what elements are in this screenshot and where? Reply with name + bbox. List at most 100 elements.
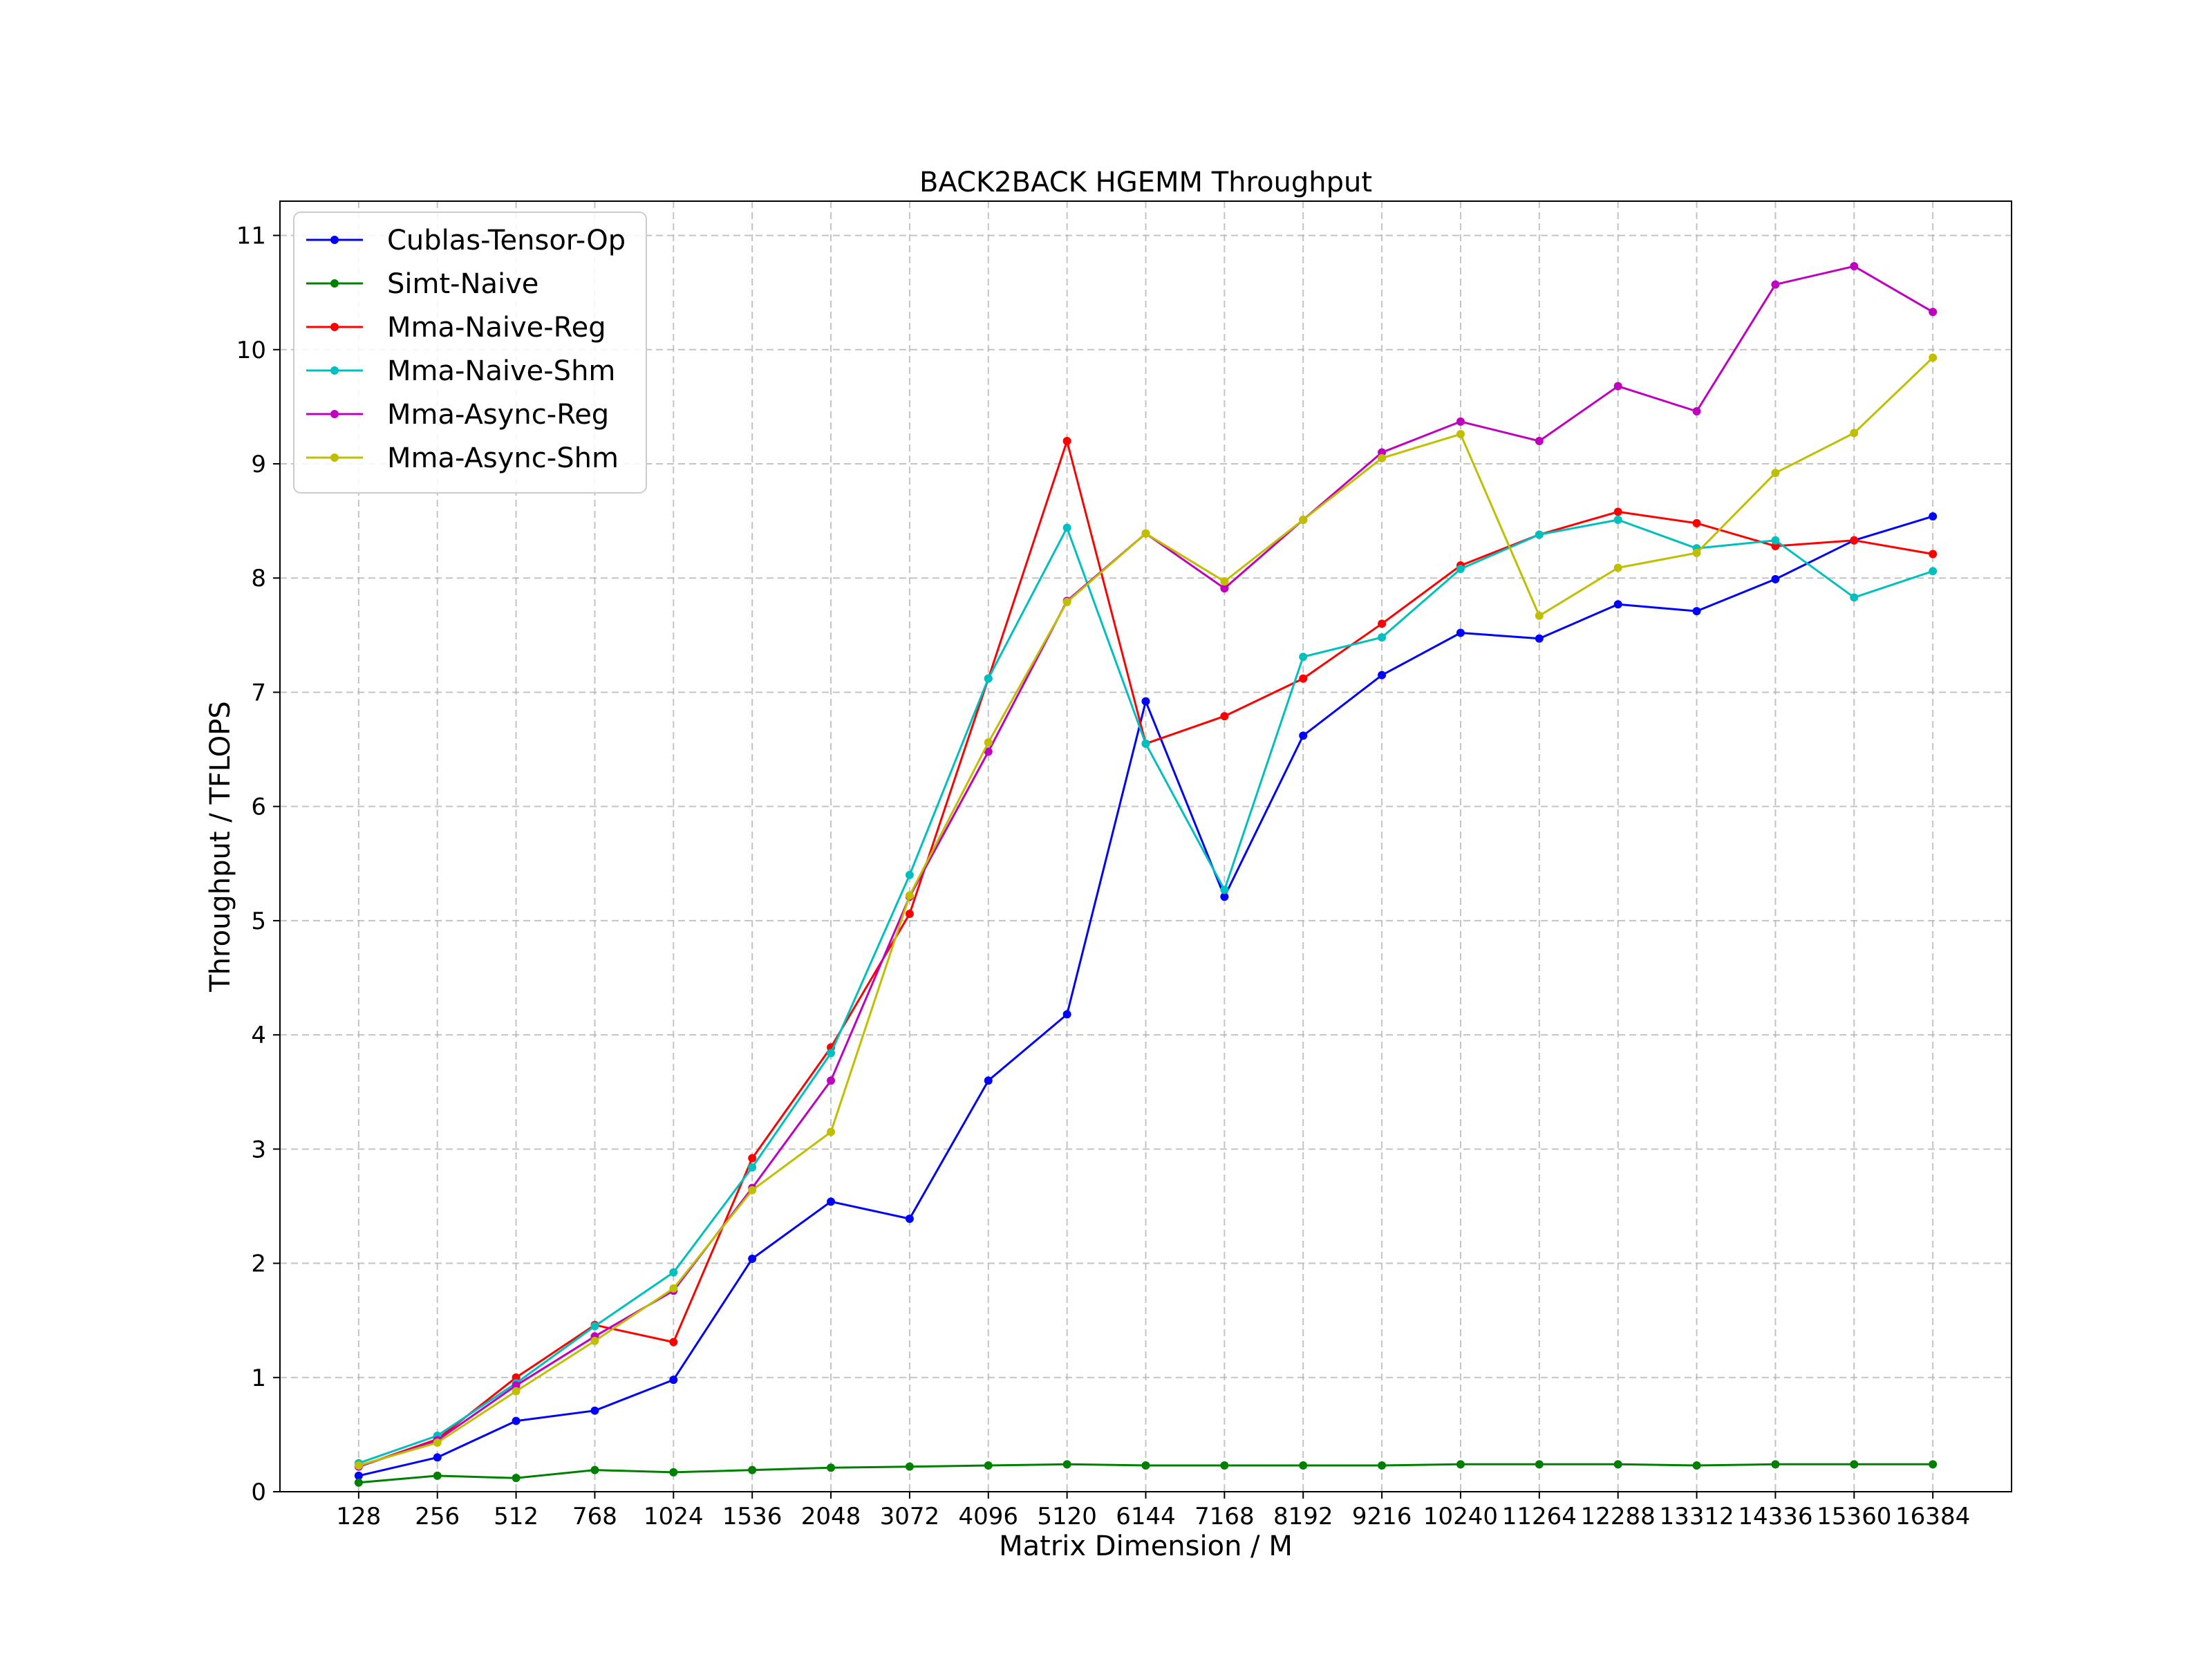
data-point — [1220, 1461, 1229, 1470]
legend-item: Simt-Naive — [306, 268, 538, 300]
x-tick-label: 4096 — [959, 1503, 1019, 1530]
data-point — [590, 1322, 599, 1331]
series-layer — [354, 262, 1938, 1487]
legend-label: Mma-Naive-Shm — [387, 355, 615, 387]
x-tick-label: 5120 — [1037, 1503, 1097, 1530]
data-point — [905, 891, 914, 900]
x-tick-label: 12288 — [1581, 1503, 1656, 1530]
data-point — [1220, 577, 1229, 586]
legend: Cublas-Tensor-Op Simt-Naive Mma-Naive-Reg M… — [293, 212, 647, 494]
legend-item: Cublas-Tensor-Op — [306, 225, 626, 256]
legend-label: Simt-Naive — [387, 268, 538, 300]
data-point — [1062, 597, 1071, 606]
data-point — [1771, 536, 1780, 545]
legend-swatch-marker — [330, 323, 339, 331]
x-tick-label: 1536 — [722, 1503, 782, 1530]
x-tick-label: 768 — [572, 1503, 617, 1530]
data-point — [1692, 518, 1701, 527]
chart-title: BACK2BACK HGEMM Throughput — [919, 167, 1372, 198]
x-tick-label: 16384 — [1895, 1503, 1970, 1530]
legend-swatch-marker — [330, 410, 339, 418]
y-tick-label: 2 — [251, 1250, 266, 1278]
data-point — [1535, 436, 1544, 445]
series-cublas-tensor-op — [354, 512, 1938, 1480]
legend-label: Mma-Naive-Reg — [387, 312, 606, 344]
data-point — [512, 1387, 521, 1396]
data-point — [1929, 353, 1938, 362]
axis-ticks: 128 256 512 768 1024 1536 2048 3072 4096 5120 6144… — [236, 223, 1970, 1530]
data-point — [748, 1185, 757, 1194]
x-tick-label: 6144 — [1116, 1503, 1176, 1530]
data-point — [748, 1254, 757, 1263]
data-point — [905, 1215, 914, 1224]
data-point — [1692, 407, 1701, 416]
data-point — [1062, 1460, 1071, 1469]
data-point — [433, 1471, 442, 1480]
data-point — [1535, 1460, 1544, 1469]
legend-item: Mma-Async-Reg — [306, 399, 609, 431]
data-point — [1456, 1460, 1465, 1469]
data-point — [984, 1076, 993, 1085]
data-point — [512, 1373, 521, 1382]
data-point — [1220, 584, 1229, 593]
data-point — [1929, 550, 1938, 559]
legend-item: Mma-Naive-Reg — [306, 312, 606, 344]
data-point — [1692, 607, 1701, 616]
data-point — [1141, 1461, 1150, 1470]
data-point — [669, 1338, 678, 1347]
data-point — [827, 1049, 836, 1058]
data-point — [1456, 430, 1465, 439]
data-point — [748, 1154, 757, 1163]
x-tick-label: 15360 — [1817, 1503, 1891, 1530]
data-point — [1141, 697, 1150, 706]
x-tick-label: 11264 — [1502, 1503, 1577, 1530]
data-point — [590, 1336, 599, 1345]
data-point — [1929, 567, 1938, 576]
data-point — [1771, 280, 1780, 289]
data-point — [354, 1478, 363, 1487]
data-point — [1378, 1461, 1387, 1470]
legend-swatch-marker — [330, 279, 339, 288]
data-point — [512, 1416, 521, 1425]
data-point — [1378, 671, 1387, 679]
data-point — [1141, 529, 1150, 538]
data-point — [1613, 600, 1622, 609]
legend-label: Mma-Async-Reg — [387, 399, 609, 431]
data-point — [1850, 429, 1859, 438]
x-tick-label: 14336 — [1738, 1503, 1812, 1530]
legend-swatch-marker — [330, 366, 339, 375]
data-point — [748, 1163, 757, 1172]
y-tick-label: 10 — [236, 337, 266, 364]
data-point — [1378, 633, 1387, 642]
x-tick-label: 3072 — [880, 1503, 940, 1530]
data-point — [590, 1465, 599, 1474]
data-point — [905, 1462, 914, 1471]
data-point — [1299, 515, 1308, 524]
data-point — [1771, 1460, 1780, 1469]
data-point — [1062, 1010, 1071, 1019]
data-point — [1613, 507, 1622, 516]
y-tick-label: 4 — [251, 1022, 266, 1049]
data-point — [433, 1453, 442, 1462]
x-tick-label: 7168 — [1194, 1503, 1255, 1530]
y-tick-label: 9 — [251, 451, 266, 478]
y-tick-label: 7 — [251, 679, 266, 706]
data-point — [669, 1268, 678, 1277]
data-point — [1299, 731, 1308, 740]
data-point — [1299, 653, 1308, 662]
x-tick-label: 1024 — [644, 1503, 704, 1530]
data-point — [1378, 619, 1387, 628]
data-point — [1692, 1461, 1701, 1470]
data-point — [1929, 1460, 1938, 1469]
data-point — [1378, 453, 1387, 462]
y-tick-label: 3 — [251, 1136, 266, 1163]
data-point — [1220, 885, 1229, 894]
data-point — [827, 1463, 836, 1472]
data-point — [984, 674, 993, 683]
data-point — [1378, 448, 1387, 457]
data-point — [1771, 469, 1780, 478]
x-tick-label: 512 — [494, 1503, 538, 1530]
data-point — [669, 1284, 678, 1293]
legend-box — [293, 212, 647, 494]
data-point — [827, 1076, 836, 1085]
